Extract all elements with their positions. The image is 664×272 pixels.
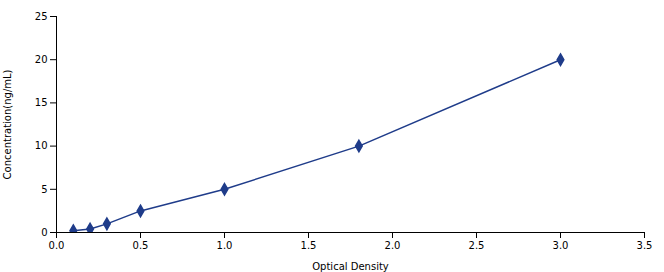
svg-text:20: 20 — [35, 54, 48, 65]
svg-text:1.5: 1.5 — [301, 240, 317, 251]
svg-text:3.5: 3.5 — [637, 240, 653, 251]
svg-text:0.5: 0.5 — [133, 240, 149, 251]
svg-text:2.5: 2.5 — [469, 240, 485, 251]
svg-text:0.0: 0.0 — [49, 240, 65, 251]
svg-text:25: 25 — [35, 11, 48, 22]
svg-text:0: 0 — [41, 227, 47, 238]
svg-text:15: 15 — [35, 97, 48, 108]
svg-text:5: 5 — [41, 184, 47, 195]
svg-text:Optical Density: Optical Density — [312, 261, 389, 272]
svg-text:3.0: 3.0 — [553, 240, 569, 251]
svg-text:10: 10 — [35, 140, 48, 151]
svg-text:Concentration(ng/mL): Concentration(ng/mL) — [2, 69, 13, 179]
svg-text:1.0: 1.0 — [217, 240, 233, 251]
svg-text:2.0: 2.0 — [385, 240, 401, 251]
